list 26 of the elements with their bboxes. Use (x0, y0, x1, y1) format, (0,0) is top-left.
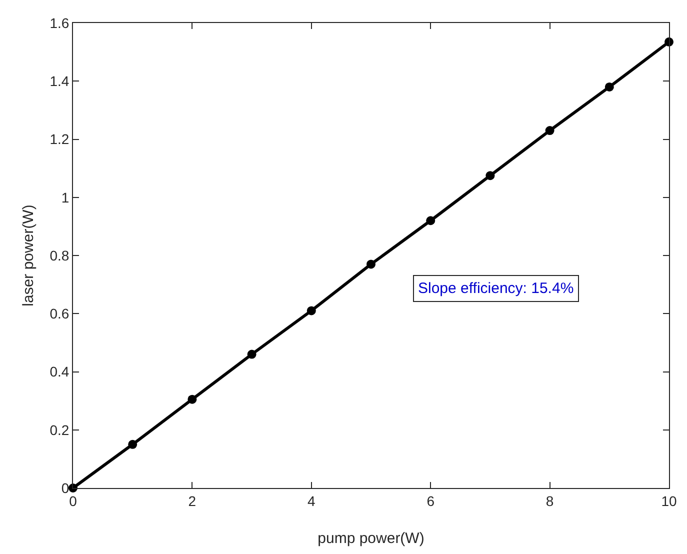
point (545, 126, 554, 136)
y-tick-label: 1.2 (50, 131, 70, 148)
point (306, 306, 316, 316)
y-tick-label: 0 (61, 480, 70, 496)
point (486, 171, 495, 180)
y-tick-label: 0.4 (50, 364, 70, 380)
point (366, 260, 376, 269)
y-axis-title: laser power(W) (20, 204, 37, 306)
y-tick-label: 0.2 (50, 422, 70, 438)
x-axis-title: pump power(W) (318, 530, 424, 547)
y-tick-label: 0.6 (50, 306, 70, 322)
x-tick-label: 4 (308, 492, 316, 509)
x-tick-label: 8 (546, 492, 554, 509)
y-tick-label: 0.8 (50, 247, 70, 264)
y-tick-label: 1.4 (50, 73, 70, 90)
point (247, 350, 256, 359)
x-tick-label: 6 (426, 492, 435, 509)
point (188, 394, 197, 404)
y-tick-label: 1.6 (50, 14, 70, 31)
x-tick-label: 2 (188, 492, 196, 509)
x-tick-label: 10 (661, 492, 677, 509)
annotation: Slope efficiency: 15.4% (418, 280, 574, 297)
y-tick-label: 1 (61, 189, 70, 206)
point (128, 440, 138, 449)
point (604, 82, 614, 92)
point (426, 216, 436, 226)
